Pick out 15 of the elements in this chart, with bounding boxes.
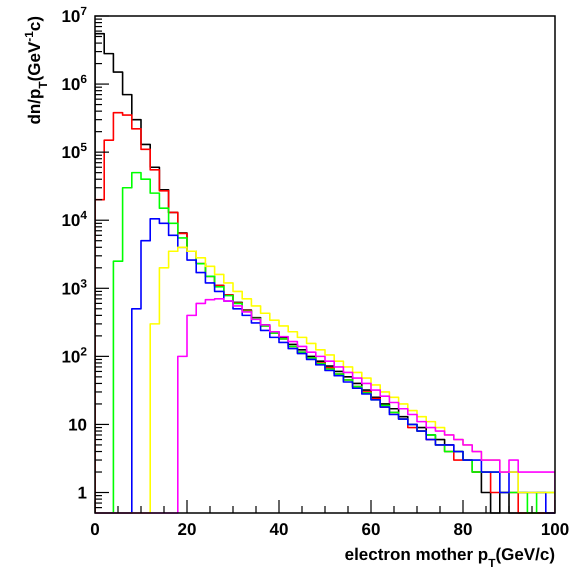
y-tick-label: 10$^{6}$ (61, 72, 88, 94)
x-tick-label: 40 (270, 520, 288, 539)
x-tick-label: 80 (454, 520, 472, 539)
x-tick-label: 20 (178, 520, 196, 539)
y-tick-label: 10$^{7}$ (61, 4, 88, 26)
y-tick-label: 1 (78, 484, 87, 503)
x-tick-label: 100 (540, 520, 570, 539)
y-tick-label: 10$^{3}$ (61, 276, 88, 298)
x-axis-title: electron mother p$_{T}$(GeV/c) (344, 545, 555, 570)
x-tick-label: 0 (90, 520, 100, 539)
y-tick-label: 10$^{5}$ (61, 140, 88, 162)
y-tick-label: 10$^{2}$ (61, 344, 88, 366)
x-tick-label: 60 (362, 520, 380, 539)
y-tick-label: 10 (68, 415, 87, 434)
y-tick-label: 10$^{4}$ (61, 208, 88, 230)
